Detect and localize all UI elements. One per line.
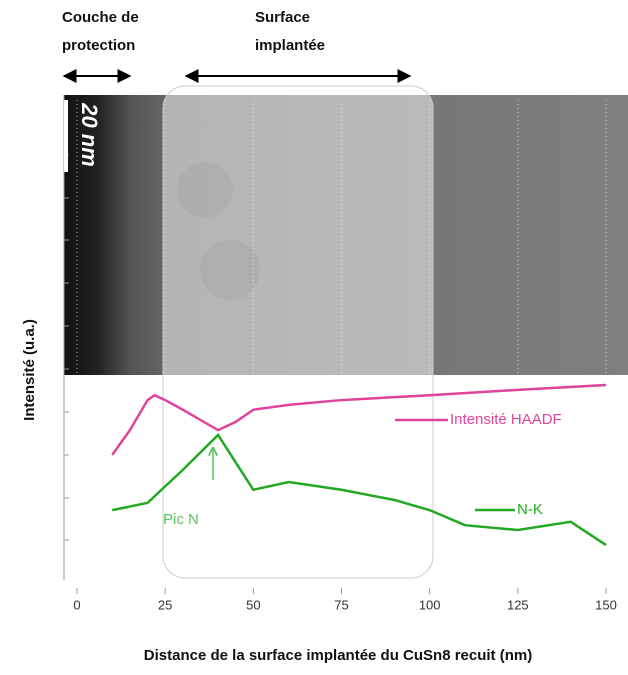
annotation: Pic N — [163, 511, 199, 528]
line-series — [111, 383, 607, 456]
x-tick-label: 75 — [334, 597, 348, 612]
legend-label: N-K — [517, 501, 543, 518]
x-tick-label: 50 — [246, 597, 260, 612]
header: Couche de — [62, 9, 139, 26]
x-tick-label: 25 — [158, 597, 172, 612]
scale-bar-label: 20 nm — [77, 102, 102, 167]
header: Surface — [255, 9, 310, 26]
x-tick-label: 125 — [507, 597, 529, 612]
x-axis-label: Distance de la surface implantée du CuSn… — [144, 647, 532, 664]
line-series — [112, 433, 607, 547]
header: protection — [62, 37, 135, 54]
implanted-zone — [162, 85, 434, 579]
header: implantée — [255, 37, 325, 54]
legend-label: Intensité HAADF — [450, 411, 562, 428]
x-tick-label: 0 — [73, 597, 80, 612]
x-tick-label: 100 — [419, 597, 441, 612]
y-minor-ticks — [64, 154, 69, 541]
y-axis-label: Intensité (u.a.) — [21, 319, 38, 421]
x-tick-label: 150 — [595, 597, 617, 612]
